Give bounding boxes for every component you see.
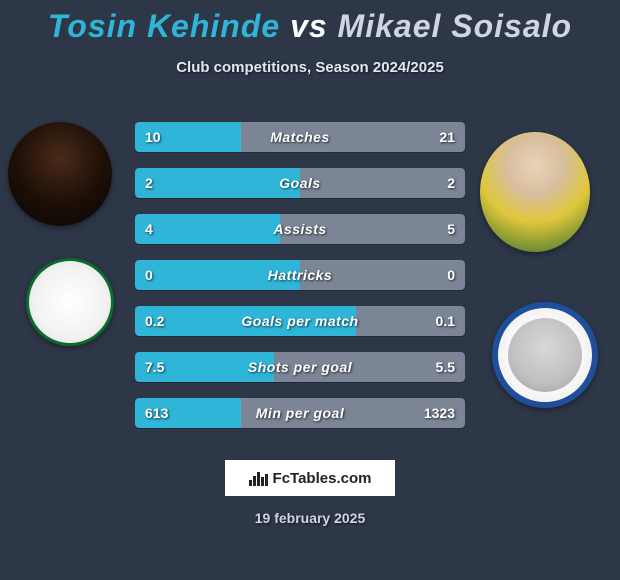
stat-label: Min per goal [256,405,344,421]
stat-value-b: 21 [439,129,455,145]
stat-row: 613 1323 Min per goal [135,398,465,428]
stat-value-b: 2 [447,175,455,191]
logo-bars-icon [249,470,267,486]
stat-value-b: 5.5 [436,359,455,375]
stat-value-a: 0 [145,267,153,283]
player-b-name: Mikael Soisalo [338,8,573,44]
stat-value-a: 4 [145,221,153,237]
stat-bars: 10 21 Matches 2 2 Goals 4 5 Assists 0 0 Hattricks 0.… [135,122,465,444]
stat-value-a: 2 [145,175,153,191]
stat-row: 7.5 5.5 Shots per goal [135,352,465,382]
player-a-name: Tosin Kehinde [48,8,280,44]
stat-row: 0 0 Hattricks [135,260,465,290]
stat-bar-a [135,168,300,198]
stat-value-a: 7.5 [145,359,164,375]
stat-value-a: 0.2 [145,313,164,329]
stat-bar-a [135,214,280,244]
player-a-avatar [8,122,112,226]
stat-row: 4 5 Assists [135,214,465,244]
player-b-avatar [480,132,590,252]
stat-value-b: 0.1 [436,313,455,329]
stat-label: Matches [270,129,330,145]
stat-row: 2 2 Goals [135,168,465,198]
comparison-date: 19 february 2025 [0,510,620,526]
stat-value-a: 10 [145,129,161,145]
stat-value-a: 613 [145,405,168,421]
player-b-club-badge [492,302,598,408]
stat-label: Shots per goal [248,359,352,375]
player-a-club-badge [26,258,114,346]
vs-text: vs [290,8,328,44]
stat-label: Goals per match [241,313,358,329]
stat-row: 0.2 0.1 Goals per match [135,306,465,336]
logo-text: FcTables.com [273,470,372,487]
stat-label: Assists [273,221,326,237]
subtitle: Club competitions, Season 2024/2025 [0,59,620,76]
site-logo: FcTables.com [225,460,395,496]
stat-bar-b [300,168,465,198]
stat-value-b: 5 [447,221,455,237]
stat-row: 10 21 Matches [135,122,465,152]
comparison-title: Tosin Kehinde vs Mikael Soisalo [0,0,620,45]
stat-label: Goals [279,175,320,191]
stat-value-b: 1323 [424,405,455,421]
stat-value-b: 0 [447,267,455,283]
stat-label: Hattricks [268,267,332,283]
